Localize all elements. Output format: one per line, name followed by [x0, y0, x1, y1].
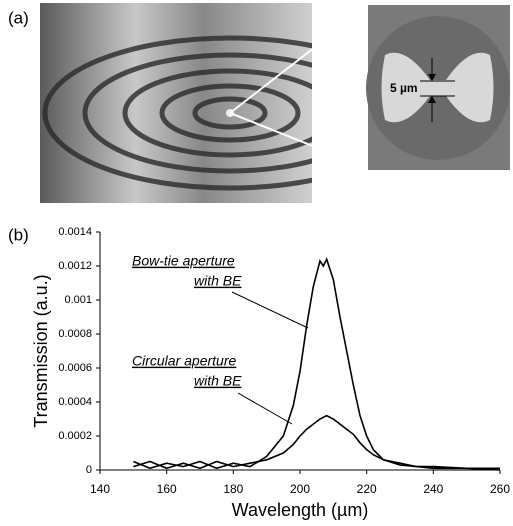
panel-label: (a): [8, 8, 29, 27]
x-tick-label: 220: [357, 482, 377, 496]
y-tick-label: 0.0008: [58, 328, 92, 340]
x-axis-label: Wavelength (µm): [232, 500, 369, 520]
x-tick-label: 200: [290, 482, 310, 496]
zoom-line: [229, 5, 369, 114]
x-tick-label: 260: [490, 482, 510, 496]
y-tick-label: 0.0002: [58, 430, 92, 442]
x-tick-label: 140: [90, 482, 110, 496]
panel-label: (b): [8, 225, 29, 244]
leader-line: [237, 392, 293, 425]
scale-label: 5 µm: [390, 81, 418, 95]
y-tick-label: 0.0012: [58, 260, 92, 272]
panel-a-zoom: [366, 5, 510, 170]
data-line: [133, 414, 501, 471]
x-tick-label: 240: [423, 482, 443, 496]
y-tick-label: 0.001: [64, 294, 92, 306]
annotation: with BE: [194, 373, 242, 389]
annotation: with BE: [194, 273, 242, 289]
annotation: Bow-tie aperture: [132, 253, 235, 269]
y-tick-label: 0: [86, 464, 92, 476]
zoom-line: [229, 112, 369, 169]
x-tick-label: 160: [157, 482, 177, 496]
y-tick-label: 0.0014: [58, 226, 92, 238]
annotation: Circular aperture: [132, 353, 236, 369]
x-tick-label: 180: [223, 482, 243, 496]
y-tick-label: 0.0006: [58, 362, 92, 374]
y-axis-label: Transmission (a.u.): [31, 274, 51, 427]
y-tick-label: 0.0004: [58, 396, 92, 408]
leader-line: [231, 291, 309, 329]
